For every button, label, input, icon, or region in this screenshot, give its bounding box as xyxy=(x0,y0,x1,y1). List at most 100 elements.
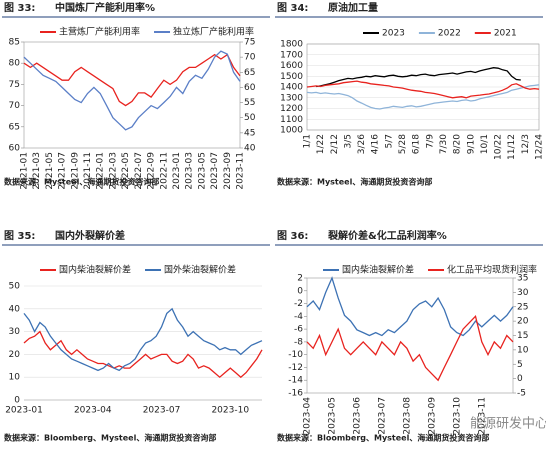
plot-frame xyxy=(306,277,514,394)
x-tick-label: 5/28 xyxy=(398,134,408,154)
y2-tick-label: 35 xyxy=(517,274,528,284)
x-tick-label: 2021-01 xyxy=(20,152,30,190)
series-line xyxy=(306,315,514,382)
legend-label: 主营炼厂产能利用率 xyxy=(59,26,140,38)
y-tick-label: 20 xyxy=(9,350,21,360)
y2-tick-label: -5 xyxy=(517,389,526,399)
x-tick-label: 10/1 xyxy=(480,134,490,154)
y2-tick-label: 30 xyxy=(517,288,529,298)
x-tick-label: 2/12 xyxy=(330,134,340,154)
y-tick-label: 60 xyxy=(9,144,21,154)
y2-tick-label: 25 xyxy=(517,302,528,312)
series-line xyxy=(23,307,263,372)
y-tick-label: 80 xyxy=(9,59,21,69)
y2-tick-label: 20 xyxy=(517,317,529,327)
x-tick-label: 2021-11 xyxy=(83,152,93,190)
watermark: 能源研发中心 xyxy=(470,416,546,432)
figure-title: 原油加工量 xyxy=(328,1,378,14)
figure-title: 裂解价差&化工品利润率% xyxy=(327,229,447,242)
x-tick-label: 2022-05 xyxy=(121,152,131,190)
figure-label: 图 33: xyxy=(4,2,35,14)
x-tick-label: 3/5 xyxy=(343,134,353,148)
y-tick-label: -10 xyxy=(288,350,303,360)
legend-label: 独立炼厂产能利用率 xyxy=(173,26,254,38)
series-line xyxy=(306,80,540,99)
x-tick-label: 2023-09 xyxy=(223,152,233,190)
series-line xyxy=(23,50,241,131)
source: 数据来源：Mysteel、海通期货投资咨询部 xyxy=(4,177,159,187)
x-tick-label: 7/9 xyxy=(425,134,435,149)
x-tick-label: 2021-09 xyxy=(70,152,80,190)
y2-tick-label: 0 xyxy=(517,374,523,384)
x-tick-label: 1/1 xyxy=(303,134,313,148)
y-tick-label: 1000 xyxy=(280,126,303,136)
y-tick-label: 1500 xyxy=(280,72,303,82)
x-tick-label: 2022-11 xyxy=(159,152,169,190)
y-tick-label: 1300 xyxy=(280,93,303,103)
y-tick-label: 65 xyxy=(9,122,20,132)
x-tick-label: 2023-04 xyxy=(74,406,112,416)
x-tick-label: 2023-11 xyxy=(477,397,487,435)
series-line xyxy=(306,84,540,110)
x-tick-label: 1/22 xyxy=(316,134,326,154)
series-line xyxy=(23,53,241,107)
y2-tick-label: 50 xyxy=(244,113,256,123)
y-tick-label: -6 xyxy=(294,325,303,335)
x-tick-label: 4/16 xyxy=(371,134,381,154)
x-tick-label: 2023-06 xyxy=(352,397,362,435)
x-tick-label: 5/7 xyxy=(384,134,394,148)
legend-label: 2022 xyxy=(438,29,461,39)
x-tick-label: 2022-07 xyxy=(134,152,144,190)
y-tick-label: 30 xyxy=(9,327,21,337)
y-tick-label: -14 xyxy=(288,376,303,386)
y2-tick-label: 65 xyxy=(244,68,255,78)
legend-label: 国外柴油裂解价差 xyxy=(164,264,236,276)
y-tick-label: 50 xyxy=(9,282,21,292)
y-tick-label: 75 xyxy=(9,80,20,90)
y-tick-label: -2 xyxy=(294,299,303,309)
figure-label: 图 34: xyxy=(277,2,308,14)
x-tick-label: 2023-05 xyxy=(197,152,207,190)
x-tick-label: 2023-10 xyxy=(211,406,249,416)
series-line xyxy=(23,330,263,379)
x-tick-label: 2022-01 xyxy=(96,152,106,190)
x-tick-label: 2023-11 xyxy=(236,152,246,190)
source: 数据来源：Bloomberg、Mysteel、海通期货投资咨询部 xyxy=(277,433,489,443)
y-tick-label: 0 xyxy=(14,396,20,406)
x-tick-label: 2022-03 xyxy=(108,152,118,190)
y2-tick-label: 15 xyxy=(517,331,528,341)
y-tick-label: 1400 xyxy=(280,83,303,93)
y-tick-label: 70 xyxy=(9,101,21,111)
x-tick-label: 2022-09 xyxy=(147,152,157,190)
x-tick-label: 2023-09 xyxy=(427,397,437,435)
x-tick-label: 2021-07 xyxy=(58,152,68,190)
x-tick-label: 9/10 xyxy=(466,134,476,154)
y2-tick-label: 75 xyxy=(244,38,255,48)
y2-tick-label: 5 xyxy=(517,360,523,370)
x-tick-label: 10/22 xyxy=(494,134,504,160)
legend-label: 国内柴油裂解价差 xyxy=(59,264,131,276)
y-tick-label: -8 xyxy=(294,337,303,347)
y2-tick-label: 60 xyxy=(244,83,256,93)
y-tick-label: 1600 xyxy=(280,61,303,71)
legend-label: 2021 xyxy=(494,29,517,39)
source: 数据来源：Bloomberg、Mysteel、海通期货投资咨询部 xyxy=(4,433,216,443)
y-tick-label: 10 xyxy=(9,373,21,383)
x-tick-label: 2023-10 xyxy=(452,397,462,435)
x-tick-label: 2023-03 xyxy=(185,152,195,190)
y2-tick-label: 10 xyxy=(517,345,529,355)
x-tick-label: 2023-05 xyxy=(327,397,337,435)
x-tick-label: 12/3 xyxy=(521,134,531,154)
y-tick-label: 1200 xyxy=(280,104,303,114)
x-tick-label: 2021-05 xyxy=(45,152,55,190)
y-tick-label: 1700 xyxy=(280,50,303,60)
x-tick-label: 6/18 xyxy=(412,134,422,154)
figure-label: 图 36: xyxy=(277,230,308,242)
figure-label: 图 35: xyxy=(4,230,35,242)
figure-title: 国内外裂解价差 xyxy=(55,229,125,242)
y2-tick-label: 70 xyxy=(244,53,256,63)
x-tick-label: 3/26 xyxy=(357,134,367,154)
x-tick-label: 8/20 xyxy=(453,134,463,154)
